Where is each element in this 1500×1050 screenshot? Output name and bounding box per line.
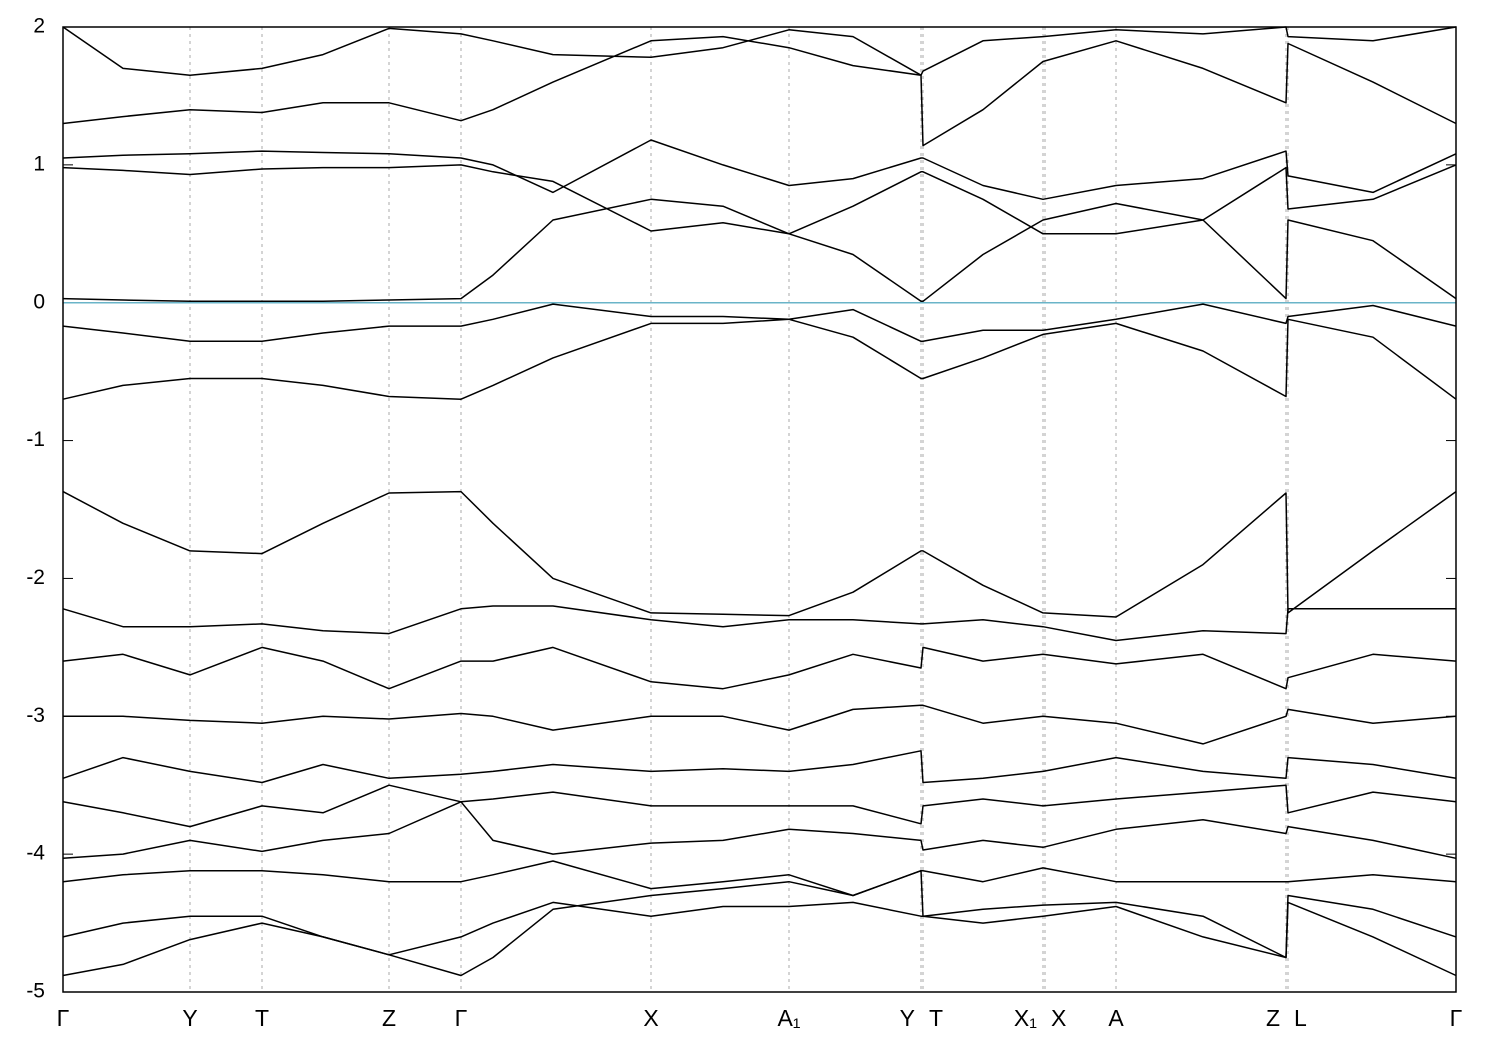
- x-tick-label: X: [643, 1005, 658, 1031]
- x-tick-label: Y: [182, 1005, 197, 1031]
- y-tick-label: -4: [26, 842, 45, 865]
- x-tick-label: A: [1108, 1005, 1124, 1031]
- x-tick-label: X: [1051, 1005, 1066, 1031]
- band-line: [62, 894, 1457, 959]
- x-tick-label: T: [929, 1005, 943, 1031]
- x-tick-label: Γ: [455, 1005, 468, 1031]
- band-line: [62, 26, 1457, 76]
- band-line: [62, 750, 1457, 784]
- band-line: [62, 139, 1457, 201]
- band-line: [63, 704, 1457, 745]
- y-tick-label: 0: [33, 290, 45, 313]
- x-tick-label: T: [255, 1005, 269, 1031]
- band-line: [62, 35, 1457, 147]
- band-line: [62, 318, 1457, 400]
- y-tick-label: 2: [33, 15, 45, 38]
- plot-frame: [62, 26, 1457, 993]
- x-tick-label: A₁: [777, 1005, 800, 1031]
- x-tick-label: L: [1294, 1005, 1307, 1031]
- band-line: [62, 605, 1456, 642]
- band-line: [62, 646, 1457, 690]
- y-tick-label: -1: [26, 428, 45, 451]
- band-line: [62, 164, 1457, 235]
- band-line: [62, 801, 1457, 860]
- band-line: [62, 869, 1457, 977]
- y-tick-label: -3: [26, 704, 45, 727]
- band-line: [62, 198, 1457, 303]
- x-tick-label: Y: [900, 1005, 915, 1031]
- x-tick-label: Z: [382, 1005, 396, 1031]
- band-line: [62, 303, 1457, 343]
- x-tick-label: Z: [1266, 1005, 1280, 1031]
- y-tick-label: 1: [33, 152, 45, 175]
- band-line: [62, 490, 1457, 618]
- y-tick-label: -2: [26, 566, 45, 589]
- y-tick-label: -5: [26, 980, 45, 1003]
- x-tick-label: Γ: [57, 1005, 70, 1031]
- band-line: [62, 784, 1457, 828]
- x-tick-label: X₁: [1014, 1005, 1037, 1031]
- band-line: [62, 860, 1457, 897]
- x-tick-label: Γ: [1450, 1005, 1463, 1031]
